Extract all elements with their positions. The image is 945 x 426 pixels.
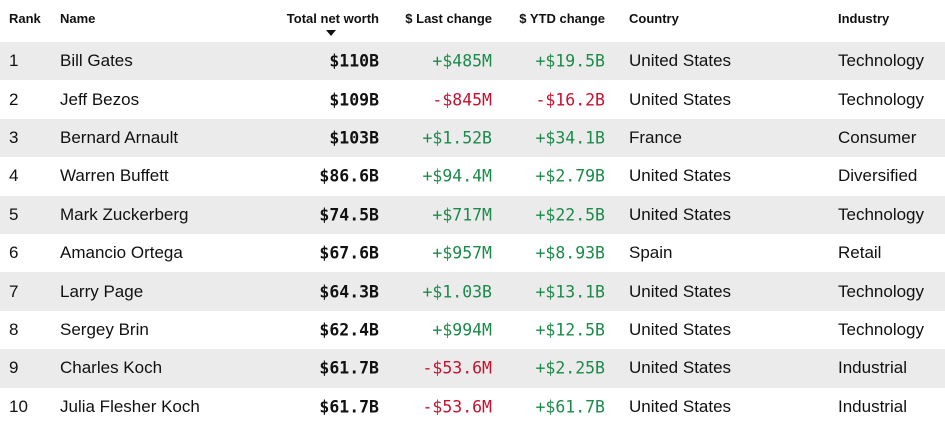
- cell-name[interactable]: Sergey Brin: [60, 319, 149, 339]
- cell-last-change: +$485M: [432, 51, 492, 71]
- cell-country: United States: [629, 166, 732, 186]
- cell-country: United States: [629, 319, 732, 339]
- cell-industry: Retail: [838, 243, 882, 263]
- table-row: 9 Charles Koch $61.7B -$53.6M +$2.25B United …: [0, 349, 945, 388]
- cell-country: United States: [629, 89, 732, 109]
- cell-ytd-change: +$8.93B: [535, 243, 605, 263]
- cell-total-net-worth: $61.7B: [319, 397, 379, 417]
- cell-total-net-worth: $103B: [329, 128, 379, 148]
- cell-ytd-change: +$13.1B: [535, 282, 605, 302]
- cell-total-net-worth: $61.7B: [319, 358, 379, 378]
- cell-last-change: +$994M: [432, 320, 492, 340]
- cell-name[interactable]: Jeff Bezos: [60, 89, 140, 109]
- column-header-last-change[interactable]: $ Last change: [405, 11, 492, 26]
- cell-ytd-change: +$61.7B: [535, 397, 605, 417]
- cell-country: United States: [629, 358, 732, 378]
- cell-rank: 3: [9, 127, 19, 147]
- cell-total-net-worth: $62.4B: [319, 320, 379, 340]
- cell-country: France: [629, 127, 682, 147]
- table-body: 1 Bill Gates $110B +$485M +$19.5B United Stat…: [0, 42, 945, 426]
- cell-name[interactable]: Mark Zuckerberg: [60, 204, 189, 224]
- table-row: 5 Mark Zuckerberg $74.5B +$717M +$22.5B Unite…: [0, 195, 945, 234]
- column-header-rank[interactable]: Rank: [9, 11, 41, 26]
- table-row: 4 Warren Buffett $86.6B +$94.4M +$2.79B Unite…: [0, 157, 945, 195]
- cell-name[interactable]: Bernard Arnault: [60, 127, 179, 147]
- table-row: 6 Amancio Ortega $67.6B +$957M +$8.93B Spain R…: [0, 234, 945, 272]
- column-header-total-net-worth[interactable]: Total net worth: [286, 11, 379, 26]
- cell-rank: 1: [9, 51, 19, 71]
- table-row: 8 Sergey Brin $62.4B +$994M +$12.5B United St…: [0, 311, 945, 349]
- cell-industry: Industrial: [838, 396, 907, 416]
- cell-ytd-change: +$34.1B: [535, 128, 605, 148]
- column-header-ytd-change[interactable]: $ YTD change: [519, 11, 605, 26]
- cell-ytd-change: +$19.5B: [535, 51, 605, 71]
- cell-industry: Industrial: [838, 358, 907, 378]
- cell-total-net-worth: $86.6B: [319, 166, 379, 186]
- cell-ytd-change: +$12.5B: [535, 320, 605, 340]
- cell-country: United States: [629, 396, 732, 416]
- cell-country: United States: [629, 281, 732, 301]
- cell-industry: Technology: [838, 204, 925, 224]
- cell-rank: 8: [9, 319, 19, 339]
- cell-country: United States: [629, 204, 732, 224]
- cell-total-net-worth: $110B: [329, 51, 379, 71]
- cell-total-net-worth: $74.5B: [319, 205, 379, 225]
- cell-ytd-change: +$2.25B: [535, 358, 605, 378]
- cell-rank: 5: [9, 204, 19, 224]
- cell-rank: 7: [9, 281, 19, 301]
- table-row: 7 Larry Page $64.3B +$1.03B +$13.1B United St…: [0, 272, 945, 311]
- cell-ytd-change: +$2.79B: [535, 166, 605, 186]
- cell-rank: 4: [9, 166, 19, 186]
- cell-industry: Technology: [838, 281, 925, 301]
- cell-country: Spain: [629, 243, 673, 263]
- cell-last-change: +$717M: [432, 205, 492, 225]
- cell-ytd-change: +$22.5B: [535, 205, 605, 225]
- cell-rank: 2: [9, 89, 19, 109]
- cell-name[interactable]: Charles Koch: [60, 358, 163, 378]
- cell-industry: Consumer: [838, 127, 917, 147]
- cell-industry: Technology: [838, 89, 925, 109]
- cell-last-change: -$845M: [432, 90, 492, 110]
- column-header-industry[interactable]: Industry: [838, 11, 890, 26]
- cell-industry: Diversified: [838, 166, 918, 186]
- cell-ytd-change: -$16.2B: [535, 90, 605, 110]
- cell-name[interactable]: Warren Buffett: [60, 166, 169, 186]
- caret-down-icon[interactable]: [326, 30, 336, 36]
- cell-industry: Technology: [838, 51, 925, 71]
- cell-rank: 10: [9, 396, 28, 416]
- cell-rank: 9: [9, 358, 19, 378]
- table-row: 1 Bill Gates $110B +$485M +$19.5B United Stat…: [0, 42, 945, 81]
- cell-total-net-worth: $67.6B: [319, 243, 379, 263]
- column-header-country[interactable]: Country: [629, 11, 679, 26]
- table-row: 2 Jeff Bezos $109B -$845M -$16.2B United Stat…: [0, 80, 945, 118]
- cell-name[interactable]: Larry Page: [60, 281, 144, 301]
- cell-industry: Technology: [838, 319, 925, 339]
- column-header-name[interactable]: Name: [60, 11, 96, 26]
- cell-total-net-worth: $64.3B: [319, 282, 379, 302]
- table-row: 10 Julia Flesher Koch $61.7B -$53.6M +$61.7B…: [0, 388, 945, 426]
- cell-last-change: -$53.6M: [422, 397, 492, 417]
- cell-name[interactable]: Amancio Ortega: [60, 243, 183, 263]
- cell-last-change: -$53.6M: [422, 358, 492, 378]
- table-header: Rank Name Total net worth $ Last change …: [0, 0, 945, 42]
- cell-total-net-worth: $109B: [329, 90, 379, 110]
- cell-last-change: +$1.03B: [422, 282, 492, 302]
- cell-last-change: +$94.4M: [422, 166, 492, 186]
- cell-rank: 6: [9, 243, 19, 263]
- cell-name[interactable]: Julia Flesher Koch: [60, 396, 200, 416]
- cell-last-change: +$957M: [432, 243, 492, 263]
- cell-name[interactable]: Bill Gates: [60, 51, 133, 71]
- cell-country: United States: [629, 51, 732, 71]
- table-row: 3 Bernard Arnault $103B +$1.52B +$34.1B Franc…: [0, 118, 945, 158]
- cell-last-change: +$1.52B: [422, 128, 492, 148]
